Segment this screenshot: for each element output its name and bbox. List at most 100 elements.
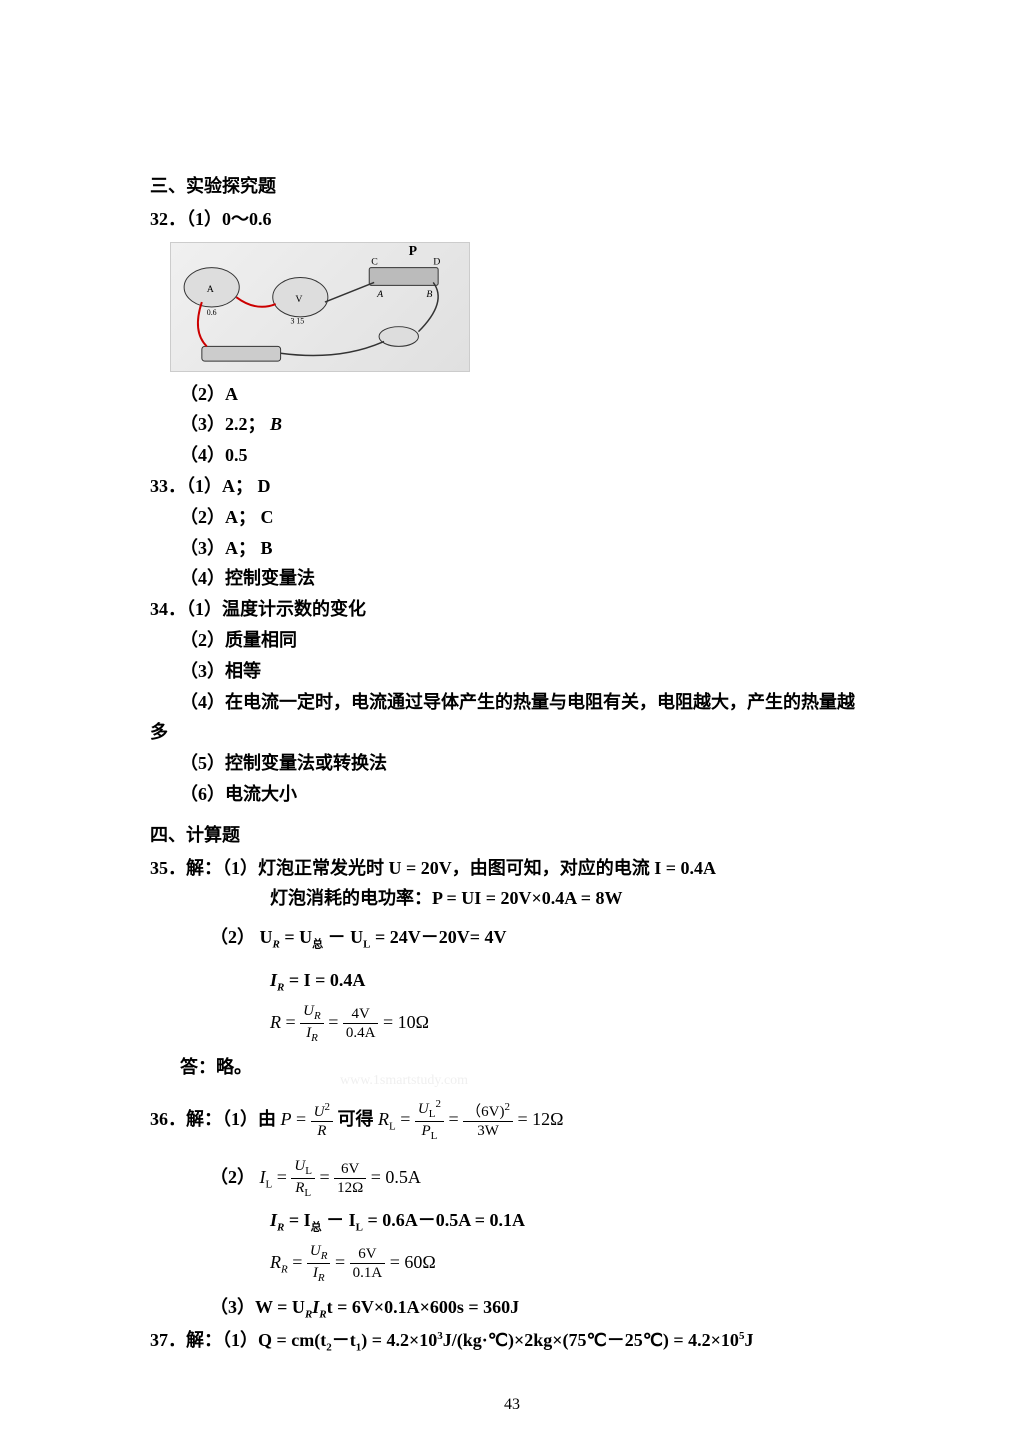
f6n: U (294, 1158, 305, 1174)
q35-p1b: 灯泡消耗的电功率：P = UI = 20V×0.4A = 8W (150, 884, 874, 913)
q36-p1: 36．解：（1）由 P = U2 R 可得 RL = UL2 PL = （6V)… (150, 1098, 874, 1143)
f7n: 6V (334, 1160, 366, 1179)
q37-label: 解： (186, 1330, 222, 1350)
q35-p2a: （2） UR = U总 － UL = 24V－20V= 4V (150, 923, 874, 954)
q36-p3-1: （3）W = U (210, 1297, 305, 1317)
f7d: 12Ω (334, 1179, 366, 1197)
q33-a2: （2）A； C (150, 503, 874, 532)
q36-p2-pre: （2） (210, 1167, 260, 1187)
q35-p2a-s1: R (273, 939, 280, 951)
q37-p1-4: J/(kg·℃)×2kg×(75℃－25℃) = 4.2×10 (443, 1330, 739, 1350)
f6d: R (295, 1180, 304, 1196)
svg-text:3 15: 3 15 (290, 316, 304, 325)
q36-p2c-res: = 60Ω (390, 1251, 436, 1271)
q36-p1-mid: 可得 (338, 1109, 379, 1129)
q34-a5: （5）控制变量法或转换法 (150, 749, 874, 778)
label-V: V (295, 294, 302, 305)
q36-p3: （3）W = URIRt = 6V×0.1A×600s = 360J (150, 1293, 874, 1324)
q37-p1-2: －t (332, 1330, 356, 1350)
q33-num: 33． (150, 476, 186, 496)
q32-num: 32． (150, 209, 186, 229)
f2d: 0.4A (343, 1024, 379, 1042)
q35-label: 解： (186, 858, 222, 878)
q35-p2b-1: I (270, 970, 277, 990)
q34-a6: （6）电流大小 (150, 780, 874, 809)
q33-a1: 33．（1）A； D (150, 472, 874, 501)
q36-p2b-3: － I (322, 1210, 356, 1230)
q36-p3-3: t = 6V×0.1A×600s = 360J (327, 1297, 520, 1317)
q36-p2b-s2: 总 (311, 1222, 322, 1234)
q34-num: 34． (150, 599, 186, 619)
label-C: C (371, 256, 378, 267)
label-P: P (409, 243, 418, 258)
frac-4: UL2 PL (415, 1098, 444, 1143)
q35-p2b-2: = I = 0.4A (284, 970, 365, 990)
frac-8: UR IR (307, 1242, 331, 1285)
q36-p2b: IR = I总 － IL = 0.6A－0.5A = 0.1A (150, 1206, 874, 1237)
label-B: B (426, 289, 432, 300)
q35-ans: 答：略。 (150, 1053, 874, 1082)
q36-p2: （2） IL = UL RL = 6V 12Ω = 0.5A (150, 1157, 874, 1200)
frac-9: 6V 0.1A (350, 1245, 386, 1282)
q35-p2a-2: = U (280, 927, 312, 947)
q36-label: 解： (186, 1109, 222, 1129)
q36-p2c-RR: R (270, 1251, 281, 1271)
f1ns: R (314, 1010, 321, 1022)
q35-p2a-3: － U (323, 927, 363, 947)
f5n: （6V) (466, 1104, 504, 1120)
q37-p1-1: （1）Q = cm(t (222, 1330, 326, 1350)
q36-p2c-RRs: R (281, 1263, 288, 1275)
section3-title: 三、实验探究题 (150, 172, 874, 201)
q32-a3-val: B (266, 414, 283, 434)
q35-p1a-text: （1）灯泡正常发光时 U = 20V，由图可知，对应的电流 I = 0.4A (222, 858, 716, 878)
f9n: 6V (350, 1245, 386, 1264)
q32-a1: （1）0～0.6 (186, 209, 272, 229)
q33-a3: （3）A； B (150, 534, 874, 563)
q34-a4: （4）在电流一定时，电流通过导体产生的热量与电阻有关，电阻越大，产生的热量越 (150, 688, 874, 717)
q36-p3-s2: R (319, 1309, 326, 1321)
q32-a2: （2）A (150, 380, 874, 409)
section4-title: 四、计算题 (150, 821, 874, 850)
f8ns: R (321, 1250, 328, 1262)
q32-line1: 32．（1）0～0.6 (150, 205, 874, 234)
page-number: 43 (0, 1392, 1024, 1418)
q36-p2b-4: = 0.6A－0.5A = 0.1A (363, 1210, 525, 1230)
q35-p2a-1: （2） U (210, 927, 273, 947)
q35-p2c-R: R (270, 1011, 281, 1031)
f6ds: L (304, 1187, 311, 1199)
frac-2: 4V 0.4A (343, 1005, 379, 1042)
frac-5: （6V)2 3W (463, 1101, 513, 1140)
f8ds: R (318, 1272, 325, 1284)
q36-p1-pre: （1）由 (222, 1109, 281, 1129)
circuit-diagram: P A V C D A B 0.6 3 15 (170, 242, 470, 372)
q36-p2b-2: = I (284, 1210, 310, 1230)
q36-p1-RLs: L (389, 1120, 396, 1132)
q36-p2-res: = 0.5A (371, 1167, 421, 1187)
q36-p2b-s3: L (356, 1222, 363, 1234)
q36-p2b-1: I (270, 1210, 277, 1230)
q37-p1: 37．解：（1）Q = cm(t2－t1) = 4.2×103J/(kg·℃)×… (150, 1326, 874, 1357)
q35-p2c-res: = 10Ω (383, 1011, 429, 1031)
frac-3: U2 R (311, 1101, 333, 1140)
q35-p1a: 35．解：（1）灯泡正常发光时 U = 20V，由图可知，对应的电流 I = 0… (150, 854, 874, 883)
f3n: U (314, 1104, 325, 1120)
frac-7: 6V 12Ω (334, 1160, 366, 1197)
q36-p2c: RR = UR IR = 6V 0.1A = 60Ω (150, 1242, 874, 1285)
q33-a1-text: （1）A； D (186, 476, 271, 496)
q34-a1: 34．（1）温度计示数的变化 (150, 595, 874, 624)
q36-num: 36． (150, 1109, 186, 1129)
q35-p2c: R = UR IR = 4V 0.4A = 10Ω (150, 1002, 874, 1045)
f1n: U (303, 1003, 314, 1019)
q35-p2a-s2: 总 (312, 939, 323, 951)
q37-p1-5: J (744, 1330, 753, 1350)
f6ns: L (305, 1165, 312, 1177)
f1ds: R (311, 1032, 318, 1044)
q33-a4: （4）控制变量法 (150, 564, 874, 593)
q32-a3: （3）2.2； B (150, 410, 874, 439)
svg-text:A: A (207, 284, 215, 295)
f2n: 4V (343, 1005, 379, 1024)
f4n: U (418, 1101, 429, 1117)
q36-p2-ILs: L (266, 1178, 273, 1190)
f4d: P (421, 1123, 430, 1139)
q32-a4: （4）0.5 (150, 441, 874, 470)
